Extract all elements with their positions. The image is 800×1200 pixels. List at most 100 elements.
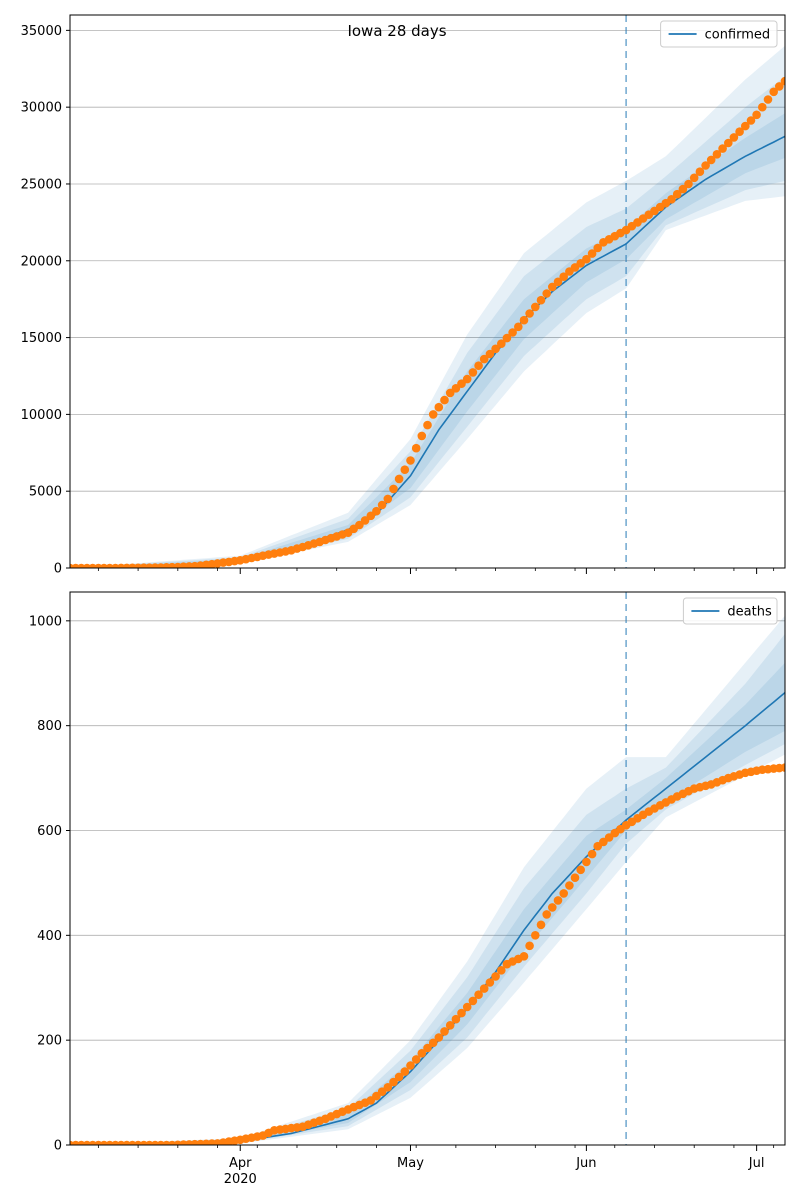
observed-point	[468, 368, 478, 377]
observed-point	[411, 1055, 421, 1064]
y-tick-label: 30000	[21, 101, 62, 116]
observed-point	[394, 1072, 404, 1082]
observed-point	[741, 121, 750, 131]
observed-point	[735, 127, 744, 136]
observed-point	[355, 520, 364, 530]
observed-point	[462, 1002, 472, 1012]
observed-point	[508, 328, 517, 337]
observed-point	[752, 110, 761, 120]
observed-point	[417, 1049, 427, 1058]
observed-point	[440, 1027, 449, 1036]
observed-point	[542, 910, 551, 919]
observed-point	[695, 167, 705, 176]
observed-point	[462, 374, 472, 384]
x-tick-label: Jun	[575, 1156, 596, 1171]
observed-point	[445, 388, 455, 398]
observed-point	[769, 87, 778, 97]
observed-point	[587, 249, 597, 258]
observed-point	[667, 195, 676, 204]
observed-point	[372, 506, 381, 516]
observed-point	[559, 272, 568, 282]
observed-point	[468, 996, 478, 1006]
observed-point	[712, 150, 722, 159]
observed-point	[485, 349, 495, 359]
observed-point	[525, 941, 534, 951]
observed-point	[684, 179, 693, 189]
y-tick-label: 600	[37, 824, 62, 839]
observed-point	[423, 1043, 432, 1053]
observed-point	[780, 76, 785, 86]
observed-point	[525, 309, 534, 318]
y-tick-label: 20000	[21, 254, 62, 269]
x-tick-label: Jul	[748, 1156, 765, 1171]
observed-point	[406, 456, 415, 465]
observed-point	[434, 1033, 444, 1042]
observed-point	[485, 978, 495, 987]
observed-point	[553, 277, 563, 287]
observed-point	[780, 763, 785, 772]
observed-point	[593, 243, 602, 253]
observed-point	[474, 990, 483, 999]
observed-point	[570, 873, 580, 882]
observed-point	[689, 173, 699, 183]
observed-point	[582, 857, 591, 867]
observed-point	[497, 339, 506, 349]
observed-point	[383, 494, 393, 504]
y-tick-label: 1000	[29, 614, 62, 629]
observed-point	[497, 966, 506, 975]
observed-point	[553, 896, 563, 905]
observed-point	[536, 920, 546, 930]
y-tick-label: 35000	[21, 24, 62, 39]
observed-point	[701, 161, 710, 170]
observed-point	[440, 395, 449, 405]
observed-point	[411, 443, 421, 453]
observed-point	[763, 95, 773, 104]
observed-point	[536, 295, 546, 305]
observed-point	[479, 354, 489, 364]
observed-point	[400, 465, 410, 475]
observed-point	[389, 1077, 398, 1087]
observed-point	[514, 322, 523, 332]
y-tick-label: 15000	[21, 331, 62, 346]
observed-point	[548, 282, 557, 292]
legend-label: confirmed	[705, 28, 771, 43]
observed-point	[451, 1014, 461, 1024]
observed-point	[394, 474, 404, 484]
observed-point	[587, 849, 597, 859]
y-tick-label: 25000	[21, 177, 62, 192]
observed-point	[559, 889, 568, 898]
y-tick-label: 800	[37, 719, 62, 734]
observed-point	[758, 102, 767, 112]
observed-point	[718, 144, 727, 153]
observed-point	[428, 1038, 438, 1048]
observed-point	[474, 361, 483, 371]
uncertainty-band	[70, 45, 785, 568]
legend-box	[660, 20, 778, 48]
x-tick-sublabel: 2020	[224, 1172, 257, 1187]
observed-point	[531, 302, 540, 312]
observed-point	[457, 1008, 466, 1018]
x-tick-label: May	[397, 1156, 424, 1171]
observed-point	[548, 903, 557, 912]
observed-point	[542, 289, 551, 298]
plot-area	[70, 15, 785, 568]
observed-point	[678, 184, 688, 194]
observed-point	[400, 1067, 410, 1076]
observed-point	[457, 379, 466, 389]
observed-point	[519, 315, 529, 325]
uncertainty-band	[70, 633, 785, 1145]
observed-point	[491, 972, 500, 981]
observed-point	[417, 431, 427, 441]
axes-frame	[69, 591, 786, 1146]
observed-point	[428, 410, 438, 419]
observed-point	[406, 1061, 415, 1070]
observed-point	[582, 254, 591, 264]
observed-point	[746, 116, 756, 125]
observed-point	[775, 82, 784, 91]
legend-box	[682, 597, 778, 625]
confirmed-panel: 0 5000 10000 15000 20000 25000 30000 35000 confi…	[21, 14, 786, 577]
observed-point	[445, 1021, 455, 1030]
observed-point	[502, 333, 512, 343]
observed-point	[565, 881, 574, 890]
